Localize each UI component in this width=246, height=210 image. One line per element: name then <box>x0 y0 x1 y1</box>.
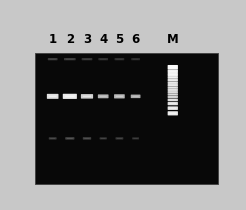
FancyBboxPatch shape <box>101 138 106 139</box>
Text: 3: 3 <box>83 33 91 46</box>
FancyBboxPatch shape <box>168 70 178 73</box>
Bar <box>34 53 218 184</box>
FancyBboxPatch shape <box>131 94 140 98</box>
Text: 4: 4 <box>99 33 107 46</box>
FancyBboxPatch shape <box>115 58 124 60</box>
FancyBboxPatch shape <box>49 137 57 139</box>
FancyBboxPatch shape <box>100 137 107 139</box>
Text: 2: 2 <box>66 33 74 46</box>
FancyBboxPatch shape <box>169 87 176 88</box>
FancyBboxPatch shape <box>169 67 176 68</box>
Text: 1: 1 <box>49 33 57 46</box>
FancyBboxPatch shape <box>84 138 90 139</box>
FancyBboxPatch shape <box>168 96 178 98</box>
FancyBboxPatch shape <box>168 81 178 84</box>
Text: M: M <box>167 33 179 46</box>
FancyBboxPatch shape <box>64 58 76 60</box>
FancyBboxPatch shape <box>117 138 122 139</box>
FancyBboxPatch shape <box>50 138 55 139</box>
FancyBboxPatch shape <box>168 102 178 105</box>
FancyBboxPatch shape <box>114 94 125 98</box>
FancyBboxPatch shape <box>169 74 176 75</box>
FancyBboxPatch shape <box>98 94 108 98</box>
FancyBboxPatch shape <box>82 58 92 60</box>
FancyBboxPatch shape <box>169 94 176 95</box>
FancyBboxPatch shape <box>168 79 178 81</box>
FancyBboxPatch shape <box>131 58 140 60</box>
FancyBboxPatch shape <box>168 65 178 70</box>
FancyBboxPatch shape <box>169 103 176 104</box>
FancyBboxPatch shape <box>168 106 178 110</box>
FancyBboxPatch shape <box>168 91 178 93</box>
FancyBboxPatch shape <box>169 71 176 72</box>
FancyBboxPatch shape <box>169 96 176 97</box>
FancyBboxPatch shape <box>49 96 57 97</box>
FancyBboxPatch shape <box>168 84 178 86</box>
FancyBboxPatch shape <box>65 137 74 140</box>
FancyBboxPatch shape <box>169 80 176 81</box>
FancyBboxPatch shape <box>63 94 77 99</box>
FancyBboxPatch shape <box>132 137 139 139</box>
Text: 5: 5 <box>115 33 123 46</box>
FancyBboxPatch shape <box>133 138 138 139</box>
FancyBboxPatch shape <box>169 113 176 114</box>
FancyBboxPatch shape <box>67 138 73 139</box>
FancyBboxPatch shape <box>169 77 176 78</box>
FancyBboxPatch shape <box>168 89 178 91</box>
FancyBboxPatch shape <box>168 76 178 79</box>
FancyBboxPatch shape <box>168 73 178 76</box>
Text: 6: 6 <box>131 33 140 46</box>
FancyBboxPatch shape <box>132 96 139 97</box>
FancyBboxPatch shape <box>98 58 108 60</box>
FancyBboxPatch shape <box>83 137 91 140</box>
FancyBboxPatch shape <box>169 89 176 90</box>
FancyBboxPatch shape <box>100 96 107 97</box>
FancyBboxPatch shape <box>47 94 59 99</box>
FancyBboxPatch shape <box>115 137 123 139</box>
FancyBboxPatch shape <box>168 86 178 89</box>
FancyBboxPatch shape <box>65 96 75 97</box>
FancyBboxPatch shape <box>168 93 178 96</box>
FancyBboxPatch shape <box>168 111 178 116</box>
FancyBboxPatch shape <box>81 94 93 99</box>
FancyBboxPatch shape <box>169 82 176 83</box>
FancyBboxPatch shape <box>169 108 176 109</box>
FancyBboxPatch shape <box>83 96 91 97</box>
FancyBboxPatch shape <box>48 58 58 60</box>
FancyBboxPatch shape <box>116 96 123 97</box>
FancyBboxPatch shape <box>168 98 178 101</box>
